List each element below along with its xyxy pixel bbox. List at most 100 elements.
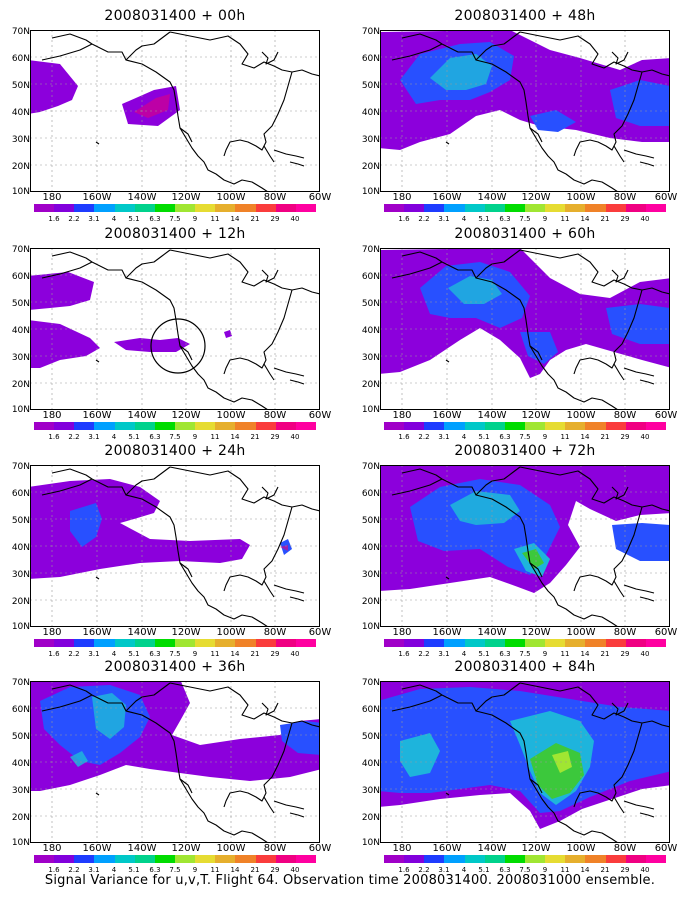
colorbar-label: 7.5	[169, 215, 181, 223]
colorbar-swatch	[275, 422, 296, 430]
colorbar-swatch	[504, 422, 525, 430]
colorbar-swatch	[255, 855, 276, 863]
y-tick-label: 10N	[361, 622, 380, 632]
colorbar-swatch	[94, 639, 115, 647]
x-tick-label: 100W	[216, 627, 246, 638]
panel-title: 2008031400 + 84h	[454, 659, 596, 675]
y-tick-label: 40N	[11, 759, 30, 769]
colorbar-label: 40	[290, 866, 300, 874]
variance-shading	[30, 60, 180, 126]
x-tick-label: 80W	[263, 192, 287, 203]
colorbar-swatch	[215, 422, 236, 430]
x-tick-label: 120W	[521, 410, 551, 421]
y-tick-label: 50N	[361, 299, 380, 309]
colorbar-label: 21	[600, 650, 610, 658]
colorbar-label: 29	[270, 650, 280, 658]
colorbar-label: 3.1	[438, 433, 450, 441]
plot-frame	[380, 465, 670, 627]
colorbar-swatch	[464, 204, 485, 212]
colorbar-label: 6.3	[499, 433, 511, 441]
coastlines	[391, 466, 670, 627]
colorbar-label: 2.2	[418, 433, 430, 441]
colorbar-label: 14	[230, 215, 240, 223]
colorbar-label: 29	[620, 433, 630, 441]
colorbar-swatch	[545, 204, 566, 212]
colorbar-swatch	[625, 422, 646, 430]
colorbar-label: 9	[192, 650, 198, 658]
colorbar-label: 21	[600, 866, 610, 874]
colorbar-swatch	[235, 855, 256, 863]
colorbar-label: 11	[560, 866, 570, 874]
colorbar-swatch	[605, 639, 626, 647]
colorbar-swatch	[134, 422, 155, 430]
map-plot	[30, 248, 320, 410]
colorbar-label: 1.6	[48, 866, 60, 874]
colorbar-label: 14	[230, 866, 240, 874]
colorbar-label: 9	[542, 650, 548, 658]
colorbar-swatch	[114, 422, 135, 430]
variance-contour	[430, 54, 492, 90]
colorbar-swatch	[295, 204, 316, 212]
y-tick-label: 60N	[361, 705, 380, 715]
colorbar-label: 21	[250, 433, 260, 441]
colorbar-swatch	[174, 639, 196, 647]
colorbar-label: 4	[111, 650, 117, 658]
map-panel: 2008031400 + 36h	[0, 657, 340, 875]
x-tick-label: 180	[42, 627, 62, 638]
colorbar-swatch	[464, 855, 485, 863]
variance-contour	[530, 110, 576, 132]
colorbar-label: 2.2	[418, 650, 430, 658]
colorbar-swatch	[585, 855, 606, 863]
colorbar-swatch	[134, 639, 155, 647]
colorbar-label: 29	[620, 650, 630, 658]
colorbar-swatch	[384, 204, 405, 212]
map-plot	[30, 681, 320, 843]
colorbar-swatch	[34, 855, 55, 863]
colorbar-label: 40	[640, 215, 650, 223]
lat-lon-grid	[30, 681, 320, 843]
colorbar-label: 1.6	[48, 650, 60, 658]
colorbar-swatch	[565, 422, 586, 430]
y-tick-label: 40N	[11, 108, 30, 118]
lat-lon-grid	[380, 248, 670, 410]
x-tick-label: 160W	[432, 627, 462, 638]
colorbar-label: 5.1	[478, 433, 490, 441]
colorbar-swatch	[74, 422, 95, 430]
x-tick-label: 160W	[82, 410, 112, 421]
colorbar-swatch	[384, 855, 405, 863]
y-tick-label: 20N	[361, 162, 380, 172]
x-tick-label: 180	[42, 192, 62, 203]
colorbar-swatch	[235, 639, 256, 647]
variance-contour	[30, 272, 100, 368]
x-tick-label: 180	[392, 843, 412, 854]
y-tick-label: 30N	[11, 786, 30, 796]
x-tick-label: 100W	[216, 843, 246, 854]
colorbar-swatch	[645, 639, 666, 647]
x-tick-label: 140W	[127, 627, 157, 638]
y-tick-label: 30N	[11, 570, 30, 580]
colorbar-label: 9	[192, 215, 198, 223]
colorbar-label: 40	[640, 650, 650, 658]
x-tick-label: 80W	[613, 627, 637, 638]
plot-frame	[380, 248, 670, 410]
panel-title: 2008031400 + 36h	[104, 659, 246, 675]
colorbar-swatch	[34, 422, 55, 430]
colorbar-swatch	[295, 855, 316, 863]
x-tick-label: 160W	[82, 627, 112, 638]
x-tick-label: 180	[42, 410, 62, 421]
colorbar-label: 29	[270, 866, 280, 874]
x-tick-label: 140W	[127, 843, 157, 854]
colorbar-swatch	[625, 639, 646, 647]
y-tick-label: 50N	[361, 81, 380, 91]
colorbar-swatch	[545, 422, 566, 430]
colorbar-swatch	[645, 855, 666, 863]
colorbar-swatch	[74, 204, 95, 212]
x-tick-label: 80W	[613, 192, 637, 203]
colorbar-swatch	[605, 855, 626, 863]
variance-contour	[30, 60, 78, 114]
colorbar-label: 11	[210, 433, 220, 441]
colorbar-label: 3.1	[88, 433, 100, 441]
x-tick-label: 160W	[432, 192, 462, 203]
colorbar-label: 14	[580, 866, 590, 874]
plot-frame	[30, 681, 320, 843]
